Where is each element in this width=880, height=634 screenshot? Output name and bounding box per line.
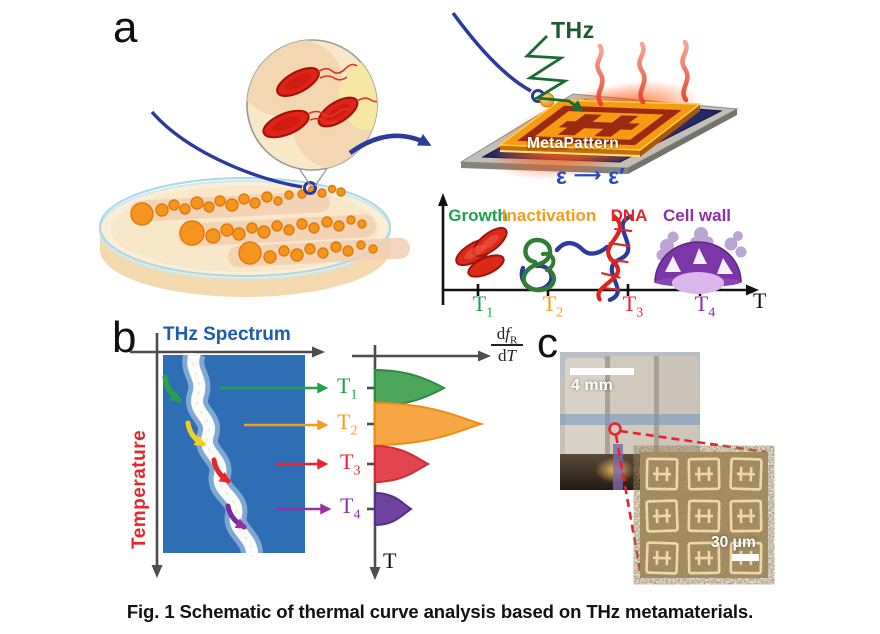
temp-axis-arrowhead: [151, 565, 163, 578]
wall-cracks: [665, 248, 733, 274]
shift-arrows: [162, 374, 247, 530]
blue-band: [560, 414, 700, 425]
photo-scale-bar: [570, 368, 634, 375]
thz-wave-icon: [523, 35, 584, 113]
metamaterial-chip-illustration: [438, 11, 759, 305]
a-axis-end-label: T: [753, 288, 767, 313]
derivative-axis-arrowhead: [478, 350, 491, 362]
heat-wave-icons: [595, 39, 690, 107]
peak-t4: [374, 491, 413, 527]
meta-atom-motif: [517, 105, 682, 146]
bacteria-icon: [455, 226, 508, 278]
metamaterial-chip: [459, 80, 739, 180]
b-tick-t4: T4: [340, 493, 361, 523]
shift-arrow-yellow: [185, 420, 206, 447]
derivative-peaks: [374, 368, 485, 527]
peak-t3: [374, 444, 431, 484]
zoom-leader-lines: [614, 429, 767, 577]
permittivity-change: ε ⟶ ε′: [556, 163, 625, 190]
derivative-fraction-label: dfR dT: [491, 325, 523, 364]
spectrum-axis-arrowhead: [312, 346, 325, 358]
inset-scale-bar: [732, 554, 759, 561]
magnifier-bacteria-view: [246, 39, 378, 171]
panel-a-label: a: [113, 3, 138, 52]
transition-arrows: [220, 382, 332, 515]
inset-scale-bar-label: 30 μm: [711, 534, 756, 551]
b-tick-t1: T1: [337, 373, 358, 403]
a-tick-t4: T4: [694, 291, 716, 321]
thz-spectrum-title: THz Spectrum: [163, 324, 291, 345]
inoculation-loop: [150, 110, 317, 195]
a-tick-t3: T3: [622, 291, 644, 321]
thermal-curve-plots: [130, 333, 491, 580]
b-tick-t3: T3: [340, 449, 361, 479]
axis-arrowhead-right: [746, 284, 759, 296]
event-label-cell-wall: Cell wall: [662, 206, 732, 225]
shift-arrow-purple: [225, 503, 247, 530]
derivative-temp-arrowhead: [369, 567, 381, 580]
denatured-protein-icon: [519, 237, 610, 293]
thz-label: THz: [551, 17, 595, 43]
derivative-numerator: dfR: [496, 324, 518, 347]
a-tick-t1: T1: [472, 291, 494, 321]
figure-caption: Fig. 1 Schematic of thermal curve analys…: [126, 601, 754, 622]
event-label-growth: Growth: [448, 206, 508, 225]
cell-wall-icon: [654, 227, 747, 294]
smoke-puffs: [656, 227, 747, 261]
sample-photographs: [560, 352, 768, 578]
epsilon-before: ε: [556, 163, 567, 189]
purple-streak: [613, 444, 623, 490]
peak-t2: [374, 401, 485, 447]
epsilon-arrow-icon: ⟶: [573, 165, 602, 186]
shift-arrow-red: [211, 457, 231, 484]
axis-arrowhead-up: [438, 193, 448, 206]
b-tick-t2: T2: [337, 409, 358, 439]
bacterial-colonies: [130, 184, 378, 265]
zoom-region-circle: [608, 422, 622, 436]
dna-helix-icon: [596, 214, 633, 302]
petri-dish-illustration: [98, 39, 432, 297]
metapattern-label: MetaPattern: [527, 135, 620, 152]
flagella: [307, 63, 377, 124]
event-label-dna: DNA: [610, 206, 648, 225]
event-label-inactivation: Inactivation: [501, 206, 597, 225]
microscope-inset: [640, 452, 768, 578]
b-axis-end-label: T: [383, 548, 397, 573]
peak-t1: [374, 368, 447, 408]
fraction-bar: [491, 343, 523, 346]
spectrum-plot-axes: [130, 333, 318, 570]
derivative-denominator: dT: [498, 345, 516, 365]
thz-probe-needle: [451, 11, 555, 108]
shift-arrow-green: [162, 374, 182, 403]
a-tick-t2: T2: [542, 291, 564, 321]
photo-scale-bar-label: 4 mm: [571, 377, 613, 394]
metapattern-patch: [497, 99, 702, 157]
epsilon-after: ε′: [608, 163, 625, 189]
panel-c-label: c: [537, 319, 558, 366]
dish-to-chip-arrow: [348, 133, 432, 155]
